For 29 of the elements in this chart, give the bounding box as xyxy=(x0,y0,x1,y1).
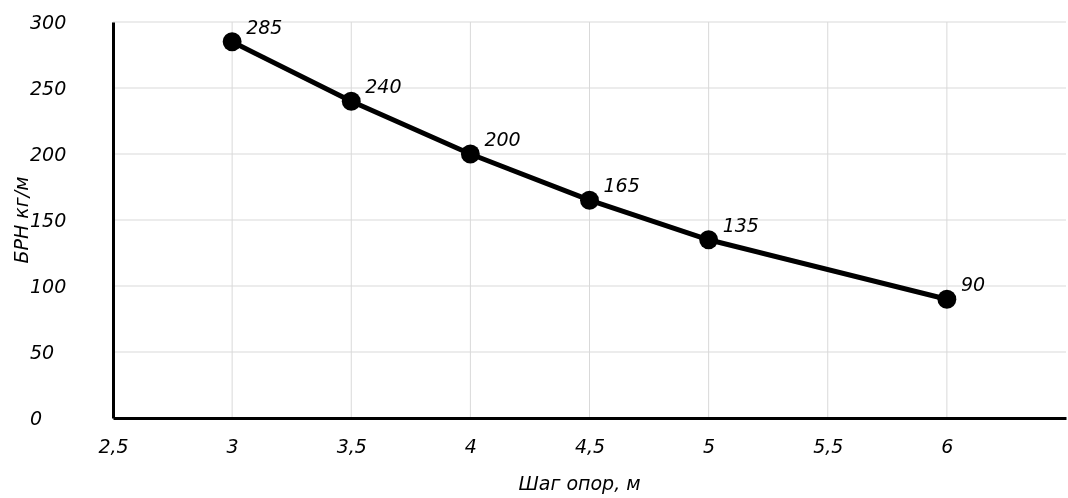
y-tick-label: 150 xyxy=(30,208,67,231)
data-label: 285 xyxy=(246,15,283,38)
x-tick-label: 5 xyxy=(703,435,716,458)
data-label: 90 xyxy=(960,273,986,296)
point xyxy=(341,91,361,111)
data-label: 200 xyxy=(484,128,521,150)
point xyxy=(699,230,719,250)
x-tick-label: 2,5 xyxy=(98,435,129,458)
y-tick-label: 250 xyxy=(30,76,67,99)
x-tick-label: 3,5 xyxy=(336,435,367,458)
point xyxy=(460,144,480,164)
x-tick-label: 4 xyxy=(464,435,477,458)
y-tick-label: 200 xyxy=(30,142,67,165)
x-tick-label: 4,5 xyxy=(574,435,606,458)
y-axis-title: БРН кг/м xyxy=(10,176,32,264)
y-tick-label: 100 xyxy=(30,274,67,297)
data-label: 240 xyxy=(365,75,402,98)
point xyxy=(580,190,599,210)
y-tick-label: 300 xyxy=(30,10,67,33)
data-label: 165 xyxy=(603,174,640,197)
x-tick-label: 3 xyxy=(226,435,239,458)
x-axis-title: Шаг опор, м xyxy=(518,472,641,494)
point xyxy=(222,32,242,52)
x-tick-label: 6 xyxy=(941,435,954,458)
y-tick-label: 50 xyxy=(30,340,55,363)
x-tick-label: 5,5 xyxy=(813,435,844,458)
y-tick-label: 0 xyxy=(30,406,43,429)
point xyxy=(937,289,957,309)
data-label: 135 xyxy=(722,213,759,236)
